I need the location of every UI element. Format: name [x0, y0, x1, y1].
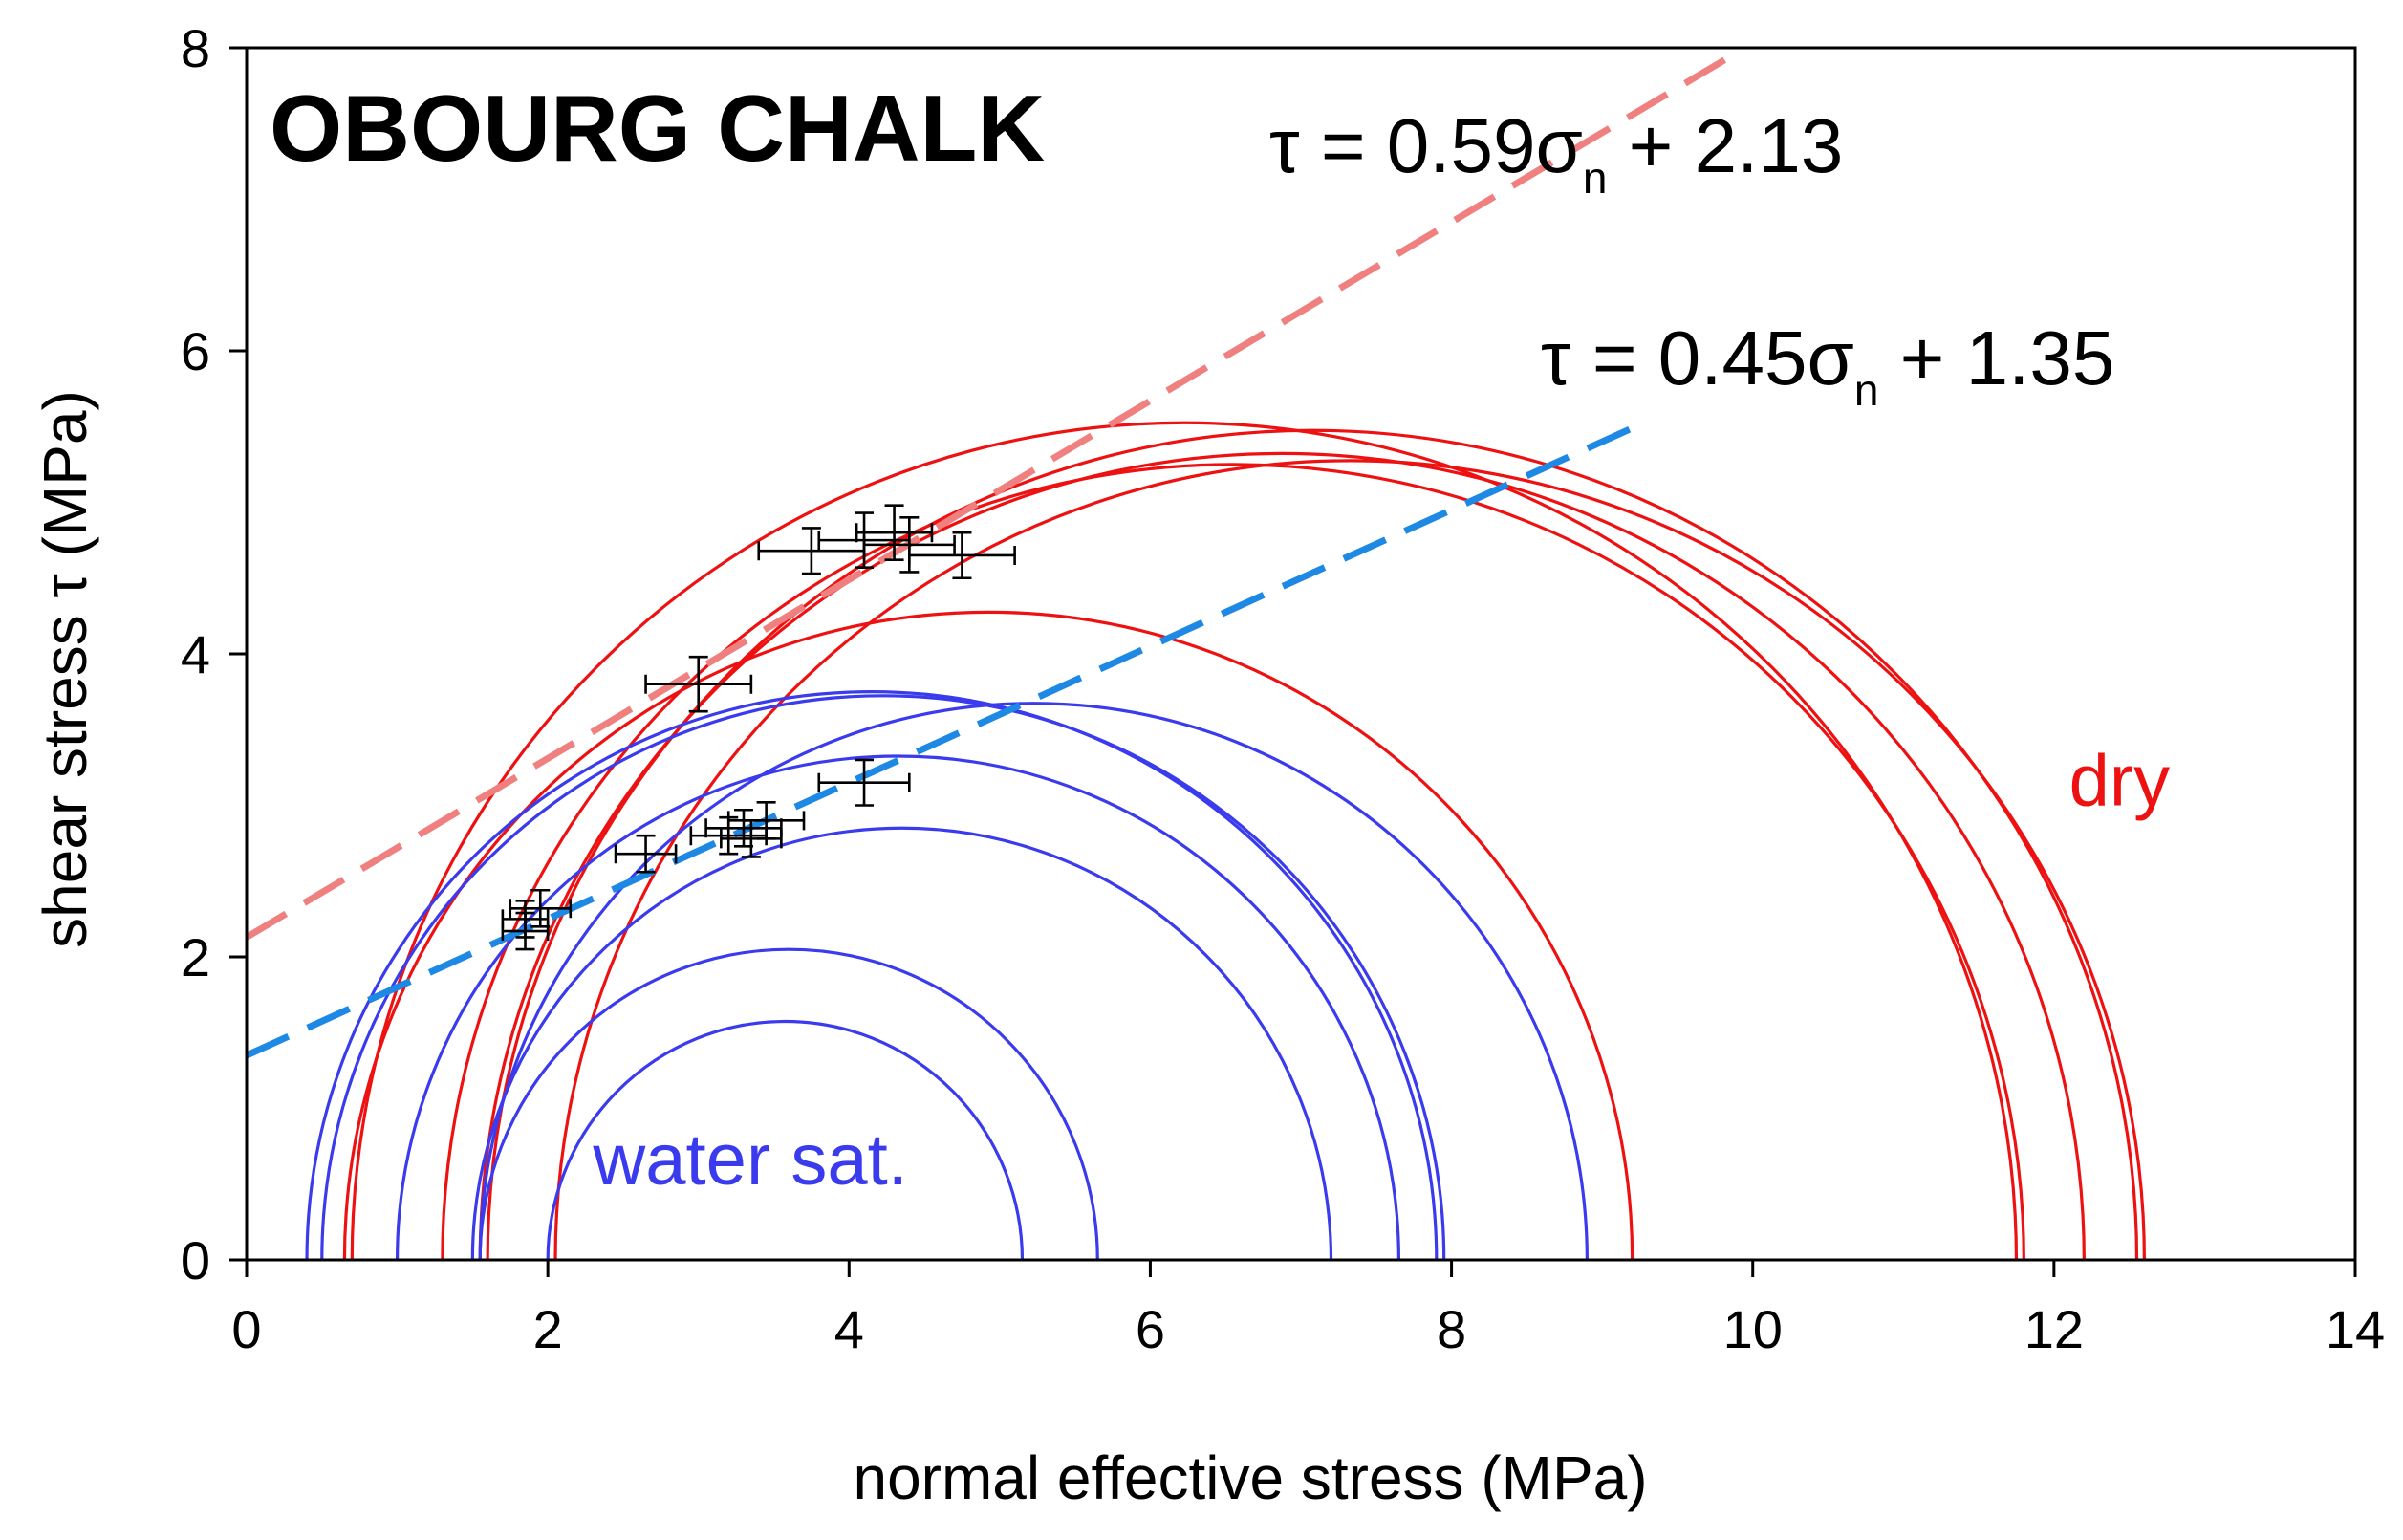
mohr-circle-dry-1: [342, 610, 1634, 1261]
wet-equation-subscript: n: [1854, 365, 1879, 415]
x-tick-label-6: 6: [1136, 1299, 1165, 1359]
x-tick-label-8: 8: [1437, 1299, 1466, 1359]
chart-title: OBOURG CHALK: [270, 76, 1045, 181]
mohr-circle-water-sat-7: [478, 701, 1589, 1261]
x-axis-label: normal effective stress (MPa): [853, 1443, 1647, 1512]
data-point-8: [720, 819, 783, 858]
x-tick-label-2: 2: [533, 1299, 563, 1359]
water-sat-envelope-equation: τ = 0.45σn + 1.35: [1541, 315, 2114, 415]
x-tick-label-10: 10: [1723, 1299, 1783, 1359]
data-point-7: [726, 801, 806, 840]
y-tick-label-0: 0: [181, 1230, 210, 1291]
data-point-3: [509, 888, 573, 928]
wet-equation-suffix: + 1.35: [1878, 315, 2114, 401]
dry-equation-subscript: n: [1583, 153, 1608, 203]
x-tick-label-14: 14: [2326, 1299, 2385, 1359]
mohr-circle-water-sat-5: [478, 947, 1099, 1261]
data-point-9: [817, 758, 911, 807]
data-point-15: [908, 531, 1016, 580]
data-point-14: [862, 516, 956, 574]
mohr-circle-water-sat-3: [395, 755, 1401, 1261]
dry-equation-prefix: τ = 0.59σ: [1269, 103, 1583, 188]
plot-elements: 0 2 4 6 8 10 12 14 0 2 4 6 8 dry water sat.: [181, 18, 2385, 1359]
y-tick-label-4: 4: [181, 624, 210, 684]
y-tick-label-8: 8: [181, 18, 210, 78]
mohr-circle-water-sat-6: [546, 1020, 1025, 1261]
y-tick-label-6: 6: [181, 321, 210, 381]
x-tick-label-0: 0: [231, 1299, 261, 1359]
dry-envelope-equation: τ = 0.59σn + 2.13: [1269, 103, 1843, 203]
data-point-13: [855, 504, 934, 562]
data-point-4: [614, 834, 678, 874]
x-tick-label-12: 12: [2024, 1299, 2084, 1359]
dry-equation-suffix: + 2.13: [1607, 103, 1843, 188]
y-tick-label-2: 2: [181, 927, 210, 987]
wet-equation-prefix: τ = 0.45σ: [1541, 315, 1854, 401]
water-sat-series-label: water sat.: [592, 1119, 907, 1201]
dry-failure-envelope-line: [247, 49, 1740, 941]
data-point-6: [704, 808, 783, 848]
data-point-10: [644, 655, 753, 713]
dry-series-label: dry: [2069, 741, 2171, 822]
x-tick-label-4: 4: [834, 1299, 864, 1359]
y-axis-label: shear stress τ (MPa): [31, 390, 99, 948]
data-point-2: [501, 900, 550, 939]
water-sat-failure-envelope-line: [247, 424, 1634, 1059]
